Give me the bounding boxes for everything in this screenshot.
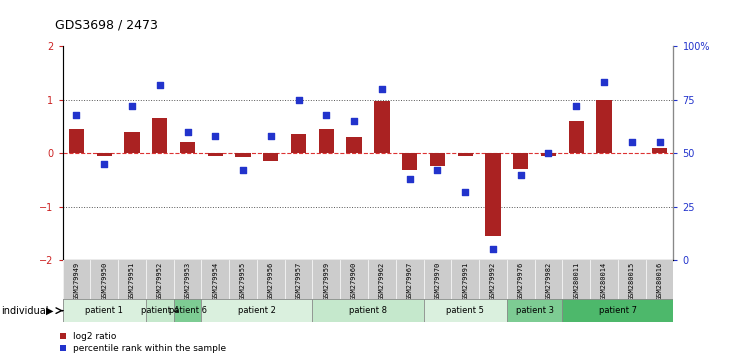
Point (210, 133, 222, 139)
Bar (513, 153, 528, 169)
Bar (596, 99, 612, 153)
Point (348, 118, 360, 124)
Bar (146, 299, 174, 322)
Point (598, 80, 610, 85)
Text: GSM279991: GSM279991 (462, 262, 468, 301)
Bar (174, 299, 202, 322)
Text: GSM279950: GSM279950 (102, 262, 107, 301)
Point (320, 112, 332, 118)
Bar (202, 299, 313, 322)
Point (182, 129, 194, 135)
Bar (152, 118, 167, 153)
Bar (541, 153, 556, 156)
Text: patient 3: patient 3 (516, 306, 553, 315)
Point (126, 103, 138, 109)
Point (570, 103, 582, 109)
Text: patient 4: patient 4 (141, 306, 179, 315)
Text: GSM279992: GSM279992 (490, 262, 496, 301)
Point (459, 189, 471, 194)
Text: patient 7: patient 7 (599, 306, 637, 315)
Text: ▶: ▶ (46, 306, 54, 316)
Text: GSM279957: GSM279957 (296, 262, 302, 301)
Text: GSM279951: GSM279951 (129, 262, 135, 301)
Bar (63, 299, 146, 322)
Text: GSM280016: GSM280016 (657, 262, 662, 301)
Text: patient 8: patient 8 (349, 306, 387, 315)
Text: patient 6: patient 6 (169, 306, 207, 315)
Text: patient 5: patient 5 (446, 306, 484, 315)
Text: GSM279976: GSM279976 (517, 262, 524, 301)
Text: GSM279967: GSM279967 (407, 262, 413, 301)
Text: GSM279956: GSM279956 (268, 262, 274, 301)
Bar (96, 153, 112, 156)
Bar (652, 148, 668, 153)
Text: GSM279954: GSM279954 (212, 262, 219, 301)
Text: GSM279952: GSM279952 (157, 262, 163, 301)
Bar (569, 121, 584, 153)
Bar (458, 153, 473, 156)
Text: patient 1: patient 1 (85, 306, 123, 315)
Point (515, 172, 527, 177)
Bar (291, 135, 306, 153)
Point (265, 133, 277, 139)
Text: patient 2: patient 2 (238, 306, 276, 315)
Legend: log2 ratio, percentile rank within the sample: log2 ratio, percentile rank within the s… (60, 332, 227, 353)
Text: GSM279949: GSM279949 (74, 262, 79, 301)
Bar (347, 137, 362, 153)
Text: GDS3698 / 2473: GDS3698 / 2473 (55, 19, 158, 32)
Point (154, 82, 166, 87)
Point (654, 139, 665, 145)
Bar (374, 101, 389, 153)
Bar (68, 129, 84, 153)
Bar (423, 299, 507, 322)
Text: GSM279953: GSM279953 (185, 262, 191, 301)
Point (71, 112, 82, 118)
Point (626, 139, 637, 145)
Bar (319, 129, 334, 153)
Text: GSM279955: GSM279955 (240, 262, 246, 301)
Point (431, 167, 443, 173)
Text: GSM279959: GSM279959 (323, 262, 329, 301)
Text: GSM280014: GSM280014 (601, 262, 607, 301)
Point (404, 176, 416, 182)
Text: GSM279960: GSM279960 (351, 262, 357, 301)
Bar (313, 299, 423, 322)
Bar (430, 153, 445, 166)
Bar (180, 142, 195, 153)
Point (293, 97, 305, 102)
Text: individual: individual (1, 306, 49, 316)
Bar (263, 153, 278, 161)
Point (487, 247, 499, 252)
Text: GSM280015: GSM280015 (629, 262, 634, 301)
Text: GSM279982: GSM279982 (545, 262, 551, 301)
Text: GSM280011: GSM280011 (573, 262, 579, 301)
Point (237, 167, 249, 173)
Bar (485, 153, 500, 236)
Text: GSM279970: GSM279970 (434, 262, 440, 301)
Point (376, 86, 388, 92)
Point (99, 161, 110, 167)
Bar (507, 299, 562, 322)
Bar (124, 132, 140, 153)
Bar (402, 153, 417, 170)
Text: GSM279962: GSM279962 (379, 262, 385, 301)
Bar (236, 153, 251, 157)
Point (542, 150, 554, 156)
Bar (208, 153, 223, 156)
Bar (562, 299, 673, 322)
